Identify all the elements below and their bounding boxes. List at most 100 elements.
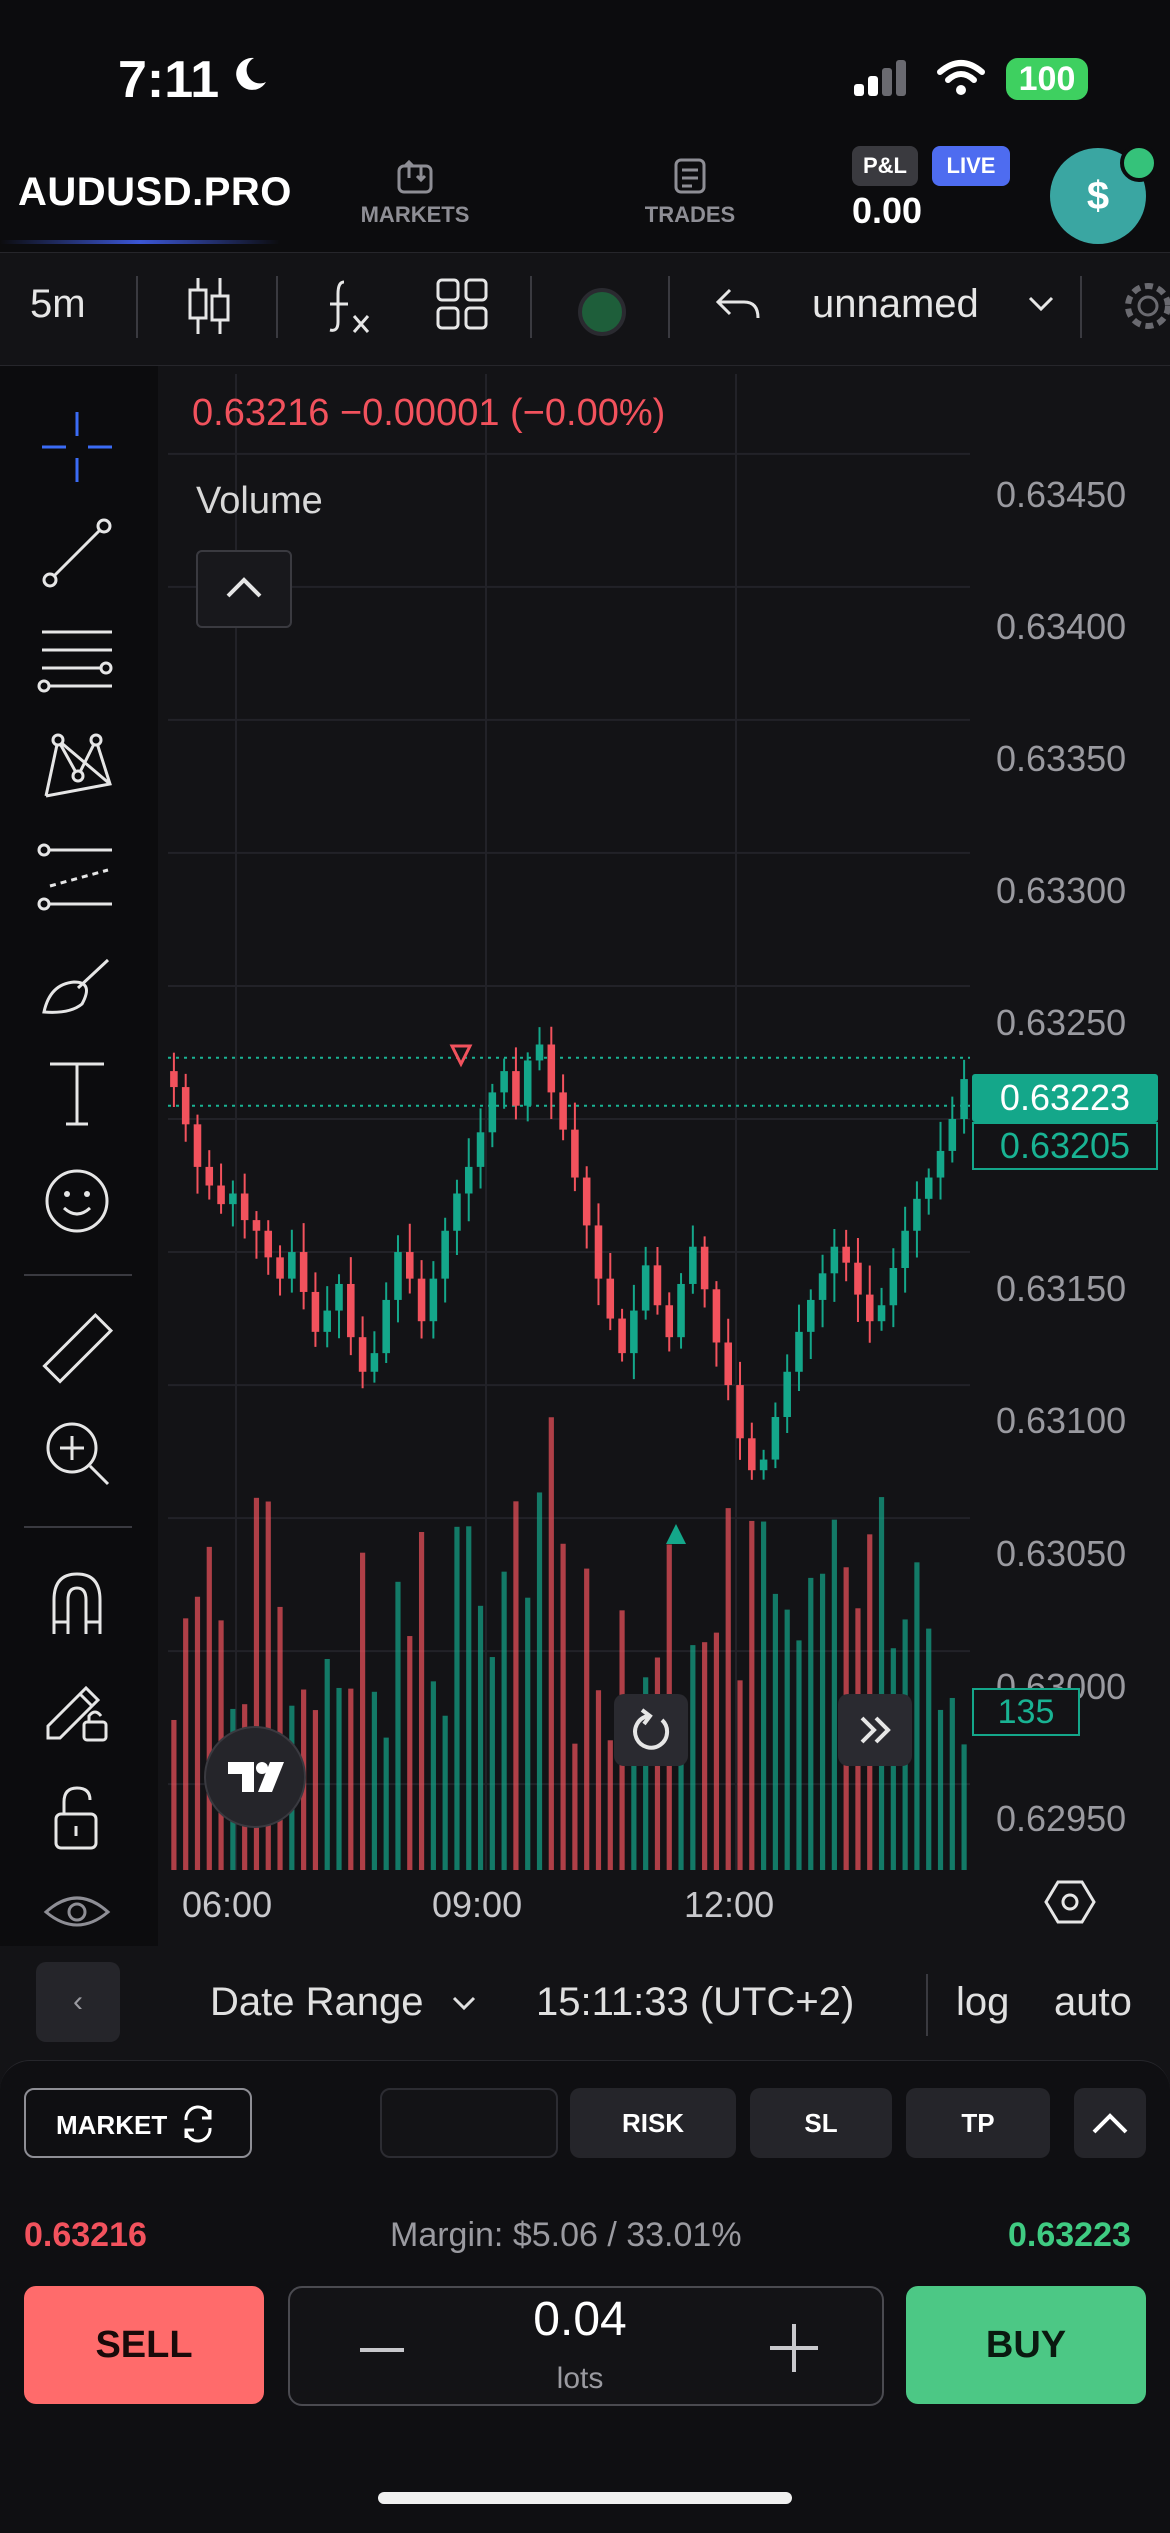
risk-button[interactable]: RISK [570, 2088, 736, 2158]
candle-body [818, 1273, 827, 1300]
candle-body [807, 1299, 815, 1332]
candle-body [170, 1071, 178, 1088]
interval-selector[interactable]: 5m [30, 282, 86, 326]
volume-bar [407, 1636, 413, 1870]
layout-grid-icon[interactable] [434, 276, 490, 332]
eye-icon[interactable] [34, 1880, 120, 1966]
collapse-button[interactable]: ‹ [36, 1962, 120, 2042]
candle-body [877, 1305, 886, 1322]
moon-icon [236, 57, 266, 90]
order-type-button[interactable]: MARKET [24, 2088, 252, 2158]
candle-body [358, 1337, 367, 1372]
candle-body [276, 1257, 284, 1279]
symbol-title[interactable]: AUDUSD.PRO [18, 170, 292, 214]
expand-order-button[interactable] [1074, 2088, 1146, 2158]
replay-status-icon[interactable] [578, 288, 626, 336]
volume-bar [713, 1632, 720, 1870]
candle-body [700, 1246, 709, 1290]
ruler-icon[interactable] [34, 1306, 120, 1392]
candle-body [606, 1278, 615, 1319]
magnet-icon[interactable] [34, 1560, 120, 1646]
volume-bar [761, 1521, 767, 1870]
price-tick: 0.63400 [996, 606, 1127, 647]
brush-icon[interactable] [34, 942, 120, 1028]
lock-drawings-icon[interactable] [34, 1664, 120, 1750]
volume-bar [949, 1697, 955, 1870]
candle-body [240, 1193, 249, 1221]
sell-button[interactable]: SELL [24, 2286, 264, 2404]
volume-bar [926, 1628, 932, 1870]
price-tick: 0.63150 [996, 1268, 1127, 1309]
toolbar-divider [530, 276, 532, 338]
tradingview-logo[interactable] [204, 1726, 306, 1828]
candle-body [441, 1230, 449, 1279]
lots-value[interactable]: 0.04 [533, 2293, 627, 2346]
legend-collapse-button[interactable] [196, 550, 292, 628]
pl-badge: P&L [852, 146, 918, 186]
candle-body [488, 1092, 497, 1133]
candle-body [960, 1079, 968, 1119]
undo-icon[interactable] [714, 284, 764, 328]
candle-body [382, 1299, 390, 1354]
zoom-in-icon[interactable] [34, 1410, 120, 1496]
text-tool-icon[interactable] [34, 1050, 120, 1136]
volume-bar [513, 1501, 519, 1870]
price-input[interactable] [380, 2088, 558, 2158]
date-range-selector[interactable]: Date Range [210, 1980, 424, 2024]
gear-icon[interactable] [1116, 276, 1170, 336]
forecast-icon[interactable] [34, 834, 120, 920]
nav-trades[interactable]: TRADES [634, 156, 746, 228]
drawing-toolbar [0, 366, 158, 1946]
chevron-down-icon[interactable] [1026, 292, 1056, 316]
emoji-icon[interactable] [34, 1158, 120, 1244]
crosshair-icon[interactable] [34, 404, 120, 490]
decrease-lots-button[interactable] [352, 2320, 412, 2380]
nav-markets[interactable]: MARKETS [352, 156, 478, 228]
nav-trades-label: TRADES [644, 202, 736, 227]
pattern-icon[interactable] [34, 724, 120, 810]
candle-body [630, 1310, 638, 1354]
nav-markets-label: MARKETS [360, 202, 470, 227]
volume-bar [749, 1520, 755, 1870]
volume-bar [206, 1546, 212, 1870]
log-scale-toggle[interactable]: log [956, 1980, 1010, 2024]
candle-body [500, 1071, 508, 1093]
chart-settings-icon[interactable] [1044, 1876, 1096, 1928]
volume-bar [808, 1577, 814, 1870]
fib-retracement-icon[interactable] [34, 618, 120, 704]
reset-chart-button[interactable] [614, 1694, 688, 1766]
candle-body [748, 1438, 756, 1471]
volume-bar [265, 1501, 271, 1870]
volume-bar [501, 1571, 507, 1870]
scroll-to-realtime-button[interactable] [838, 1694, 912, 1766]
unlock-icon[interactable] [34, 1774, 120, 1860]
indicators-icon[interactable] [320, 272, 380, 338]
volume-bar [643, 1677, 649, 1870]
volume-bar [937, 1709, 944, 1870]
volume-indicator-label[interactable]: Volume [196, 480, 323, 522]
increase-lots-button[interactable] [762, 2316, 826, 2380]
take-profit-button[interactable]: TP [906, 2088, 1050, 2158]
volume-bar [831, 1519, 837, 1870]
volume-bar [371, 1691, 377, 1870]
volume-bar [631, 1712, 637, 1870]
chevron-up-icon [226, 577, 262, 598]
candle-body [724, 1342, 732, 1386]
trend-line-icon[interactable] [34, 510, 120, 596]
pl-value: 0.00 [852, 190, 923, 231]
stop-loss-button[interactable]: SL [750, 2088, 892, 2158]
candle-body [559, 1092, 567, 1130]
price-tick: 0.62950 [996, 1798, 1127, 1839]
buy-button[interactable]: BUY [906, 2286, 1146, 2404]
timezone-clock[interactable]: 15:11:33 (UTC+2) [536, 1980, 855, 2024]
candle-body [571, 1129, 579, 1178]
auto-scale-toggle[interactable]: auto [1054, 1980, 1132, 2024]
candle-type-icon[interactable] [184, 274, 234, 338]
candle-body [948, 1119, 957, 1151]
lots-unit: lots [556, 2362, 604, 2395]
volume-bar [324, 1658, 330, 1870]
layout-name-selector[interactable]: unnamed [812, 282, 979, 326]
candle-body [299, 1252, 308, 1292]
volume-bar [560, 1543, 566, 1870]
volume-bar [395, 1581, 401, 1870]
